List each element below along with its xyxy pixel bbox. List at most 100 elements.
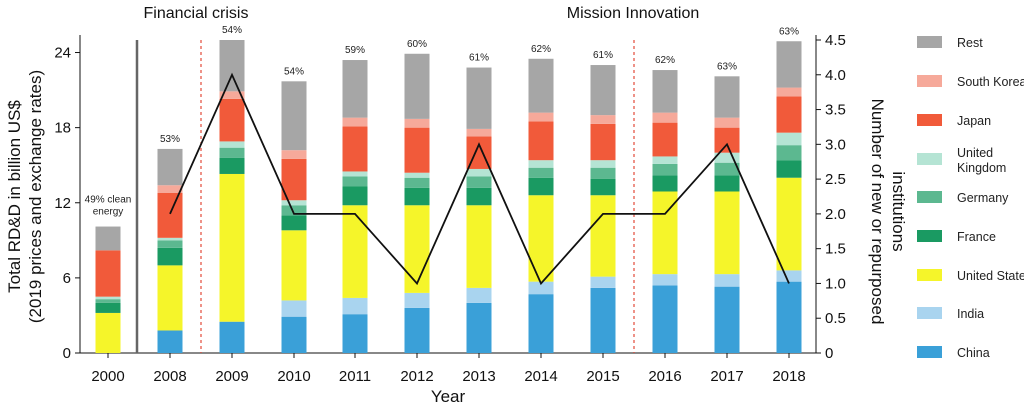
x-tick-label: 2010 <box>277 368 310 385</box>
note-2000: 49% clean energy <box>85 195 132 218</box>
legend-swatch-germany <box>917 191 942 203</box>
bar-2015-united-states <box>590 195 616 277</box>
legend-swatch-south-korea <box>917 75 942 87</box>
percent-label: 63% <box>717 61 737 72</box>
bar-2014-south-korea <box>528 112 554 122</box>
percent-label: 62% <box>531 44 551 55</box>
bar-2017-india <box>714 274 740 287</box>
bar-2017-south-korea <box>714 117 740 128</box>
x-tick-label: 2000 <box>91 368 124 385</box>
bar-2010-rest <box>281 81 307 151</box>
bar-2011-japan <box>342 126 368 172</box>
y2-tick-label: 3.0 <box>825 136 846 153</box>
bar-2018-france <box>776 160 802 178</box>
bar-2011-india <box>342 297 368 315</box>
bar-2009-united-kingdom <box>219 141 245 148</box>
legend-label-japan: Japan <box>957 114 991 128</box>
percent-label: 54% <box>222 25 242 36</box>
x-tick-label: 2016 <box>648 368 681 385</box>
bar-2015-india <box>590 276 616 288</box>
bar-2018-united-kingdom <box>776 132 802 146</box>
x-tick-label: 2013 <box>462 368 495 385</box>
bar-2013-south-korea <box>466 128 492 137</box>
bar-2012-rest <box>404 53 430 119</box>
annotation-mission-innovation: Mission Innovation <box>567 5 700 22</box>
bar-2012-south-korea <box>404 118 430 128</box>
x-tick-label: 2018 <box>772 368 805 385</box>
bar-2016-germany <box>652 163 678 176</box>
bar-2000-japan <box>95 250 121 297</box>
bar-2018-china <box>776 281 802 353</box>
y-axis-right: 0 0.5 1.0 1.5 2.0 2.5 3.0 3.5 4.0 4.5 Number of ne… <box>815 32 908 362</box>
institutions-line <box>169 72 790 286</box>
y2-tick-label: 4.5 <box>825 32 846 49</box>
bar-2015-japan <box>590 123 616 161</box>
legend-label-india: India <box>957 307 984 321</box>
bar-2018-india <box>776 270 802 282</box>
bar-2015-rest <box>590 65 616 116</box>
y2-tick-label: 2.0 <box>825 206 846 223</box>
legend-label-united-kingdom: United Kingdom <box>957 146 1006 175</box>
bar-2014-united-kingdom <box>528 160 554 168</box>
bar-2016-china <box>652 285 678 353</box>
legend: Rest South Korea Japan United Kingdom Germany… <box>917 36 1024 360</box>
bar-2018-japan <box>776 96 802 133</box>
bar-2015-south-korea <box>590 115 616 124</box>
percent-labels: 53% 54% 54% 59% 60% 61% 62% 61% 62% 63% 63% <box>160 25 799 145</box>
bar-2011-south-korea <box>342 117 368 127</box>
y-axis-title: Total RD&D in billion US$ <box>5 100 24 293</box>
bar-2017-china <box>714 286 740 353</box>
bar-2010-united-states <box>281 230 307 301</box>
bar-2010-germany <box>281 205 307 216</box>
y2-tick-label: 2.5 <box>825 171 846 188</box>
bar-2013-india <box>466 287 492 303</box>
bar-2009-japan <box>219 98 245 142</box>
bar-2013-china <box>466 302 492 353</box>
bar-2009-south-korea <box>219 91 245 99</box>
bar-2016-india <box>652 274 678 286</box>
bar-2017-germany <box>714 162 740 176</box>
bar-2018-united-states <box>776 177 802 271</box>
bar-2016-rest <box>652 70 678 113</box>
bar-2009-france <box>219 157 245 174</box>
y-tick-label: 12 <box>54 195 71 212</box>
legend-label-china: China <box>957 346 990 360</box>
y2-tick-label: 3.5 <box>825 102 846 119</box>
x-tick-label: 2011 <box>339 368 371 385</box>
percent-label: 53% <box>160 134 180 145</box>
bar-2011-united-states <box>342 205 368 298</box>
percent-label: 63% <box>779 26 799 37</box>
bar-2012-united-kingdom <box>404 172 430 178</box>
bar-2013-germany <box>466 176 492 188</box>
x-tick-label: 2008 <box>153 368 186 385</box>
x-axis: 2000 2008 2009 2010 2011 2012 2013 2014 2015 2016… <box>80 352 816 385</box>
bar-2018-germany <box>776 145 802 161</box>
bar-2011-china <box>342 314 368 353</box>
bar-2009-germany <box>219 147 245 158</box>
bar-2011-rest <box>342 60 368 118</box>
legend-label-rest: Rest <box>957 36 983 50</box>
bar-2015-germany <box>590 167 616 179</box>
bar-2008-france <box>157 247 183 266</box>
legend-label-south-korea: South Korea <box>957 75 1024 89</box>
y-tick-label: 0 <box>63 345 71 362</box>
bar-2000-france <box>95 302 121 313</box>
bar-2016-france <box>652 175 678 192</box>
bar-2010-india <box>281 300 307 317</box>
percent-label: 62% <box>655 55 675 66</box>
x-axis-title: Year <box>431 387 466 406</box>
percent-label: 60% <box>407 39 427 50</box>
bar-2000-germany <box>95 299 121 303</box>
bar-2012-china <box>404 307 430 353</box>
y2-tick-label: 1.5 <box>825 241 846 258</box>
y-tick-label: 18 <box>54 120 71 137</box>
legend-label-france: France <box>957 230 996 244</box>
bar-2013-france <box>466 187 492 206</box>
stacked-bars <box>95 40 802 353</box>
bar-2008-united-states <box>157 265 183 331</box>
bar-2012-france <box>404 187 430 206</box>
y2-axis-title: institutions <box>889 171 908 251</box>
percent-label: 54% <box>284 66 304 77</box>
bar-2008-united-kingdom <box>157 237 183 241</box>
